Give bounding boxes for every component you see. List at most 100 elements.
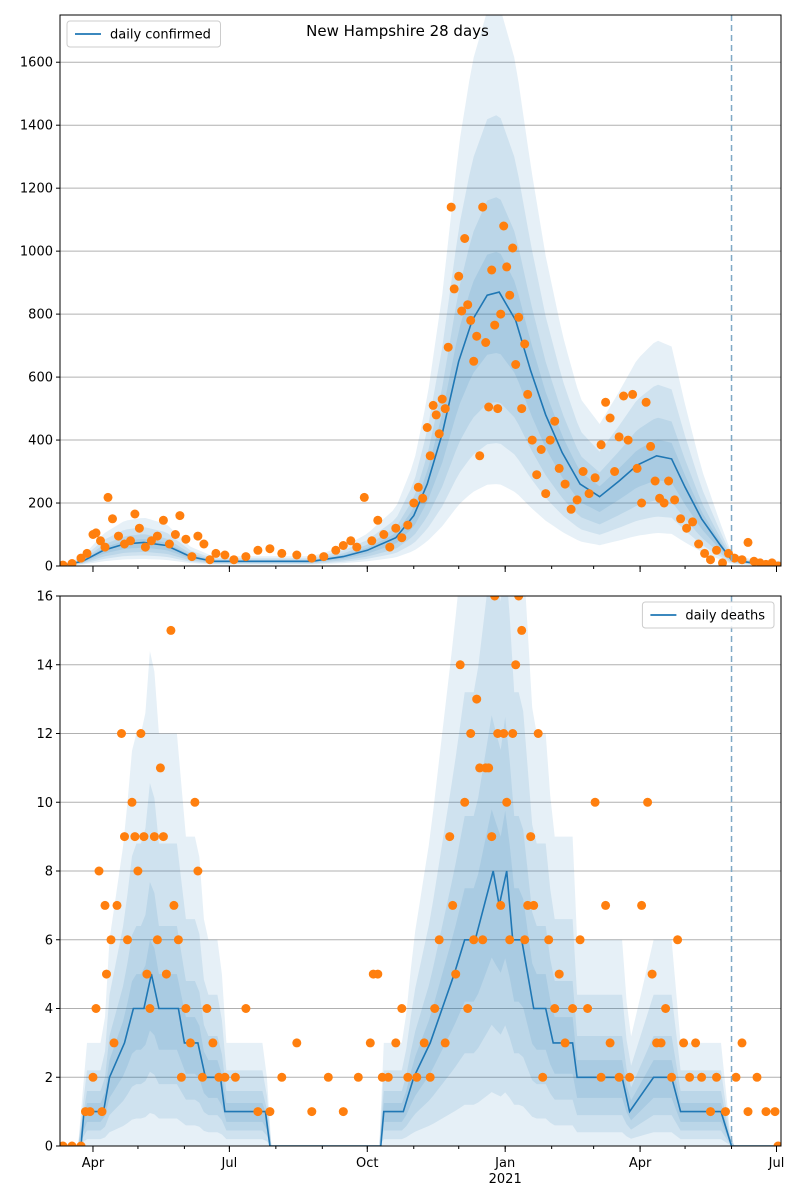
y-tick-label: 16 <box>36 590 53 605</box>
observed-point <box>475 451 485 461</box>
observed-point <box>449 284 459 294</box>
observed-point <box>637 498 647 508</box>
observed-point <box>120 832 129 842</box>
observed-point <box>359 492 369 502</box>
observed-point <box>560 479 570 489</box>
observed-point <box>190 797 200 807</box>
observed-point <box>155 763 165 773</box>
observed-point <box>619 391 629 401</box>
observed-point <box>352 542 362 552</box>
observed-point <box>82 548 92 558</box>
observed-point <box>440 1038 450 1048</box>
observed-point <box>637 900 647 910</box>
observed-point <box>331 545 341 555</box>
observed-point <box>230 1072 240 1082</box>
observed-point <box>199 539 209 549</box>
axes-frame <box>59 14 782 567</box>
x-tick-label: Jul <box>768 1156 785 1171</box>
observed-point <box>140 542 150 552</box>
observed-point <box>484 402 494 412</box>
chart-title: New Hampshire 28 days <box>306 22 489 40</box>
observed-point <box>578 467 588 476</box>
observed-point <box>440 404 450 414</box>
y-tick-label: 1000 <box>20 245 53 260</box>
observed-point <box>541 489 551 499</box>
observed-point <box>91 528 101 538</box>
observed-point <box>338 541 348 550</box>
legend-box <box>641 601 775 629</box>
observed-point <box>181 534 191 544</box>
observed-point <box>517 625 527 635</box>
observed-point <box>700 548 710 558</box>
observed-point <box>434 429 444 439</box>
observed-point <box>550 1004 560 1013</box>
observed-point <box>114 531 123 541</box>
observed-point <box>466 729 476 738</box>
observed-point <box>505 935 515 945</box>
observed-point <box>526 832 536 842</box>
observed-point <box>292 550 302 560</box>
observed-point <box>397 533 407 543</box>
observed-point <box>499 221 509 231</box>
observed-point <box>568 1004 578 1013</box>
observed-point <box>650 476 660 486</box>
observed-point <box>554 969 564 979</box>
observed-point <box>85 1107 95 1117</box>
observed-point <box>499 729 509 738</box>
observed-point <box>502 797 512 807</box>
observed-point <box>229 555 239 565</box>
observed-point <box>743 1107 753 1117</box>
observed-point <box>164 539 174 549</box>
observed-point <box>220 550 230 560</box>
observed-point <box>307 553 317 563</box>
y-tick-label: 10 <box>36 796 53 811</box>
observed-point <box>193 531 203 541</box>
series-line-daily-deaths <box>60 870 781 1146</box>
observed-point <box>614 432 624 442</box>
observed-point <box>403 1072 413 1082</box>
observed-point <box>403 520 413 530</box>
observed-point <box>478 202 488 212</box>
observed-point <box>605 1038 615 1048</box>
observed-point <box>761 1107 771 1117</box>
observed-point <box>211 548 221 558</box>
observed-point <box>383 1072 393 1082</box>
observed-point <box>560 1038 570 1048</box>
observed-point <box>67 1141 77 1146</box>
observed-point <box>166 625 176 635</box>
observed-point <box>601 900 611 910</box>
confidence-band-1 <box>60 596 781 1146</box>
observed-point <box>126 536 135 546</box>
observed-point <box>175 511 185 521</box>
observed-point <box>428 400 438 410</box>
observed-point <box>425 1072 435 1082</box>
confidence-band-2 <box>60 197 781 566</box>
observed-point <box>472 694 482 704</box>
observed-point <box>437 394 447 404</box>
observed-point <box>103 492 113 502</box>
y-tick-label: 1200 <box>20 182 53 197</box>
observed-point <box>661 1004 671 1013</box>
observed-point <box>176 1072 186 1082</box>
observed-point <box>134 523 144 533</box>
observed-point <box>373 515 383 525</box>
observed-point <box>96 536 105 546</box>
observed-point <box>338 1107 348 1117</box>
observed-point <box>685 1072 695 1082</box>
observed-point <box>481 338 491 347</box>
observed-point <box>508 729 518 738</box>
observed-point <box>391 1038 401 1048</box>
observed-point <box>508 243 518 253</box>
observed-point <box>673 935 683 945</box>
observed-point <box>688 517 698 527</box>
observed-point <box>487 832 497 842</box>
observed-point <box>443 342 453 352</box>
observed-point <box>152 935 162 945</box>
observed-point <box>538 1072 548 1082</box>
observed-point <box>641 397 651 407</box>
observed-point <box>773 1141 781 1146</box>
observed-point <box>379 530 389 539</box>
observed-point <box>743 537 753 547</box>
observed-point <box>737 555 747 565</box>
